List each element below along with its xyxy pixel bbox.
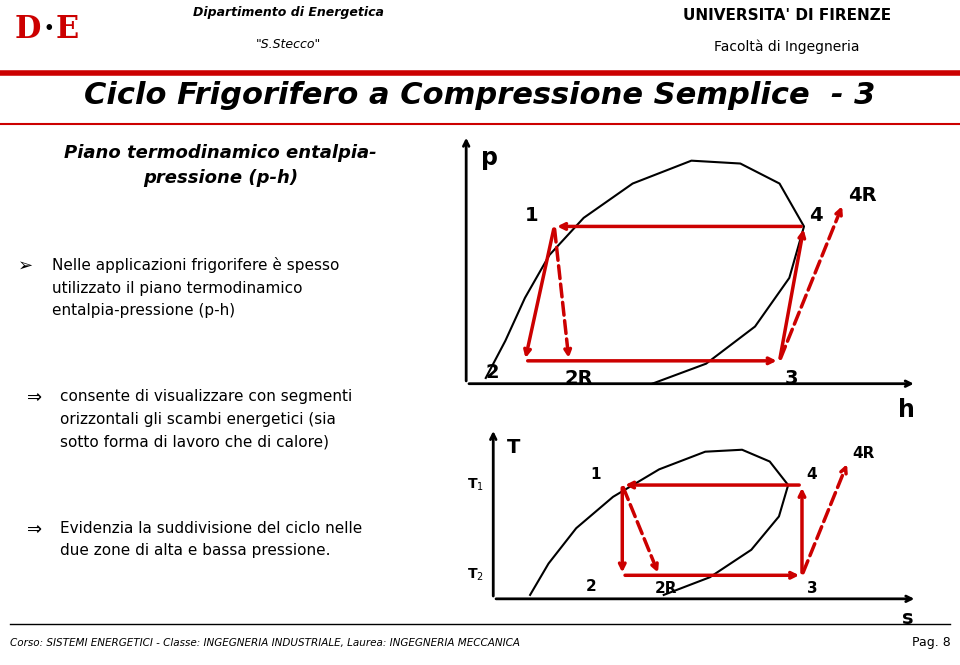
Text: ⇒: ⇒ bbox=[27, 521, 41, 539]
Text: 4: 4 bbox=[806, 467, 817, 482]
Text: D: D bbox=[14, 14, 40, 45]
Text: 3: 3 bbox=[806, 581, 817, 596]
Text: T$_1$: T$_1$ bbox=[468, 477, 484, 493]
Text: 2R: 2R bbox=[564, 368, 592, 388]
Text: ⇒: ⇒ bbox=[27, 389, 41, 407]
Text: Corso: SISTEMI ENERGETICI - Classe: INGEGNERIA INDUSTRIALE, Laurea: INGEGNERIA M: Corso: SISTEMI ENERGETICI - Classe: INGE… bbox=[10, 638, 519, 648]
Text: 2: 2 bbox=[586, 579, 596, 594]
Text: "S.Stecco": "S.Stecco" bbox=[255, 38, 321, 51]
Text: ➢: ➢ bbox=[18, 257, 34, 275]
Text: Nelle applicazioni frigorifere è spesso
utilizzato il piano termodinamico
entalp: Nelle applicazioni frigorifere è spesso … bbox=[52, 257, 339, 319]
Text: 2: 2 bbox=[486, 363, 499, 382]
Text: Dipartimento di Energetica: Dipartimento di Energetica bbox=[193, 6, 383, 19]
Text: 1: 1 bbox=[525, 205, 539, 225]
Text: T: T bbox=[507, 438, 520, 457]
Text: E: E bbox=[56, 14, 79, 45]
Text: Piano termodinamico entalpia-
pressione (p-h): Piano termodinamico entalpia- pressione … bbox=[64, 144, 377, 188]
Text: UNIVERSITA' DI FIRENZE: UNIVERSITA' DI FIRENZE bbox=[684, 7, 891, 23]
Text: Pag. 8: Pag. 8 bbox=[912, 636, 950, 649]
Text: h: h bbox=[899, 398, 915, 422]
Text: 3: 3 bbox=[784, 368, 798, 388]
Text: 4R: 4R bbox=[848, 186, 876, 205]
Text: consente di visualizzare con segmenti
orizzontali gli scambi energetici (sia
sot: consente di visualizzare con segmenti or… bbox=[60, 389, 352, 450]
Text: 1: 1 bbox=[590, 467, 601, 482]
Text: ·: · bbox=[43, 14, 54, 45]
Text: p: p bbox=[481, 146, 498, 170]
Text: T$_2$: T$_2$ bbox=[468, 567, 484, 583]
Text: Evidenzia la suddivisione del ciclo nelle
due zone di alta e bassa pressione.: Evidenzia la suddivisione del ciclo nell… bbox=[60, 521, 363, 559]
Text: 4R: 4R bbox=[852, 446, 876, 461]
Text: Ciclo Frigorifero a Compressione Semplice  - 3: Ciclo Frigorifero a Compressione Semplic… bbox=[84, 81, 876, 110]
Text: 4: 4 bbox=[809, 205, 823, 225]
Text: 2R: 2R bbox=[655, 581, 677, 596]
Text: Facoltà di Ingegneria: Facoltà di Ingegneria bbox=[714, 40, 860, 55]
Text: s: s bbox=[902, 608, 914, 628]
